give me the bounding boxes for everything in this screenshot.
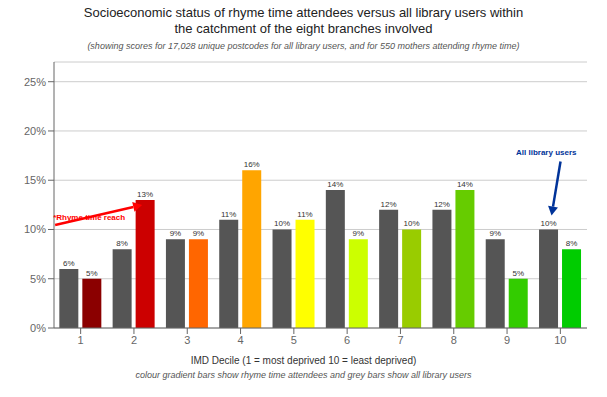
- html-text:(showing scores for 17,028 uni: (showing scores for 17,028 unique postco…: [87, 41, 520, 51]
- html-text:Socioeconomic status of rhyme: Socioeconomic status of rhyme time atten…: [83, 5, 524, 20]
- svg-text:16%: 16%: [244, 160, 260, 169]
- svg-text:10%: 10%: [24, 223, 46, 235]
- svg-text:8: 8: [451, 334, 457, 346]
- svg-text:20%: 20%: [24, 125, 46, 137]
- svg-text:9%: 9%: [193, 229, 205, 238]
- svg-text:All library users: All library users: [516, 148, 577, 157]
- svg-text:9%: 9%: [170, 229, 182, 238]
- svg-text:5%: 5%: [512, 269, 524, 278]
- svg-text:10%: 10%: [274, 219, 290, 228]
- svg-text:1: 1: [78, 334, 84, 346]
- svg-text:9%: 9%: [353, 229, 365, 238]
- svg-text:9: 9: [504, 334, 510, 346]
- html-text:colour gradient bars show rhym: colour gradient bars show rhyme time att…: [135, 370, 472, 380]
- svg-text:11%: 11%: [221, 210, 236, 219]
- svg-text:6: 6: [344, 334, 350, 346]
- svg-text:8%: 8%: [566, 239, 578, 248]
- svg-text:6%: 6%: [63, 259, 75, 268]
- svg-text:14%: 14%: [457, 180, 473, 189]
- svg-text:11%: 11%: [297, 210, 312, 219]
- html-text:the catchment of the eight bra: the catchment of the eight branches invo…: [174, 21, 433, 36]
- svg-text:13%: 13%: [137, 190, 153, 199]
- svg-text:2: 2: [131, 334, 137, 346]
- svg-text:5: 5: [291, 334, 297, 346]
- svg-text:5%: 5%: [30, 273, 46, 285]
- svg-text:10%: 10%: [404, 219, 420, 228]
- svg-text:15%: 15%: [24, 174, 46, 186]
- svg-text:3: 3: [184, 334, 190, 346]
- svg-text:9%: 9%: [489, 229, 501, 238]
- svg-text:10%: 10%: [541, 219, 557, 228]
- svg-text:*Rhyme time reach: *Rhyme time reach: [53, 213, 125, 222]
- svg-text:14%: 14%: [327, 180, 343, 189]
- svg-text:12%: 12%: [434, 200, 450, 209]
- svg-text:10: 10: [554, 334, 566, 346]
- svg-text:5%: 5%: [86, 269, 98, 278]
- svg-text:25%: 25%: [24, 76, 46, 88]
- svg-text:8%: 8%: [116, 239, 128, 248]
- svg-text:4: 4: [237, 334, 243, 346]
- svg-text:12%: 12%: [381, 200, 397, 209]
- svg-text:7: 7: [397, 334, 403, 346]
- svg-text:0%: 0%: [30, 322, 46, 334]
- html-text:IMD Decile (1 = most deprived: IMD Decile (1 = most deprived 10 = least…: [190, 355, 417, 366]
